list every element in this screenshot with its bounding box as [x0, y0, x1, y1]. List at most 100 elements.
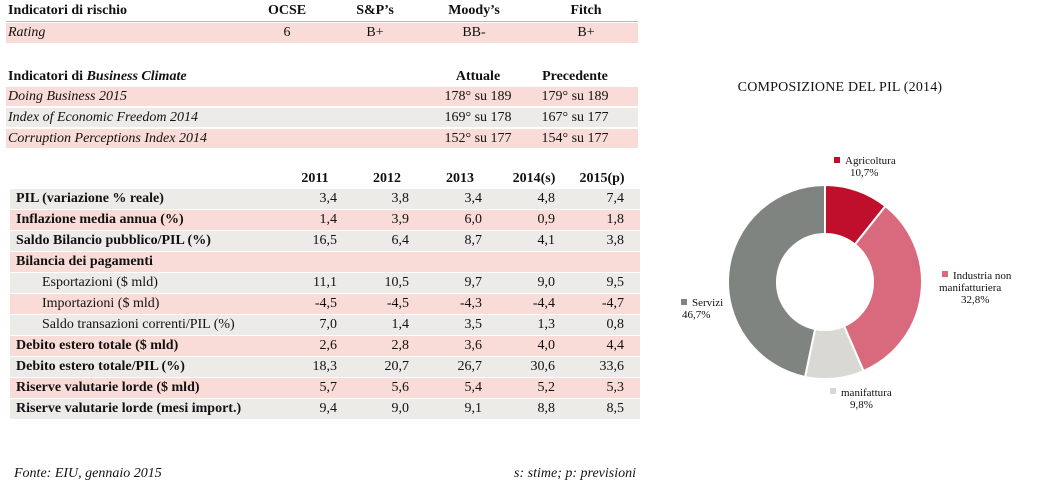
cell-value: 0,9	[537, 212, 556, 227]
cell-value: -4,7	[601, 296, 624, 311]
row-label: Debito estero totale ($ mld)	[16, 338, 179, 353]
cell-value: -4,5	[314, 296, 337, 311]
bc-row-label: Corruption Perceptions Index 2014	[8, 131, 207, 146]
cell-value: 2,8	[391, 338, 410, 353]
rating-header: Indicatori di rischio OCSE S&P’s Moody’s…	[6, 2, 638, 22]
donut-slice-servizi	[727, 183, 826, 379]
col-attuale: Attuale	[455, 69, 501, 84]
business-climate-row: Corruption Perceptions Index 2014 152° s…	[6, 129, 638, 149]
cell-value: 1,3	[537, 317, 556, 332]
legend-swatch	[834, 157, 840, 163]
chart-title: COMPOSIZIONE DEL PIL (2014)	[737, 80, 943, 95]
business-climate-title-prefix: Indicatori di	[8, 69, 87, 84]
cell-value: 5,3	[606, 380, 625, 395]
cell-value: 1,8	[606, 212, 625, 227]
business-climate-title: Indicatori di Business Climate	[8, 69, 187, 85]
cell-value: 18,3	[312, 359, 338, 374]
cell-value: 9,1	[464, 401, 483, 416]
cell-value: 8,5	[606, 401, 625, 416]
cell-value: 5,4	[464, 380, 483, 395]
cell-value: 6,0	[464, 212, 483, 227]
cell-value: 3,4	[319, 191, 338, 206]
business-climate-row: Doing Business 2015 178° su 189 179° su …	[6, 87, 638, 107]
slice-name-label: manifattura	[841, 387, 892, 399]
slice-value-label: 46,7%	[682, 309, 710, 321]
year-2013: 2013	[446, 171, 474, 186]
row-label: Importazioni ($ mld)	[42, 296, 160, 311]
cell-value: 5,6	[391, 380, 410, 395]
legend-note: s: stime; p: previsioni	[514, 466, 636, 481]
bc-row-current: 169° su 178	[444, 110, 512, 125]
cell-value: 8,8	[537, 401, 556, 416]
cell-value: 4,1	[537, 233, 556, 248]
row-label: Riserve valutarie lorde (mesi import.)	[16, 401, 242, 416]
table-row: Importazioni ($ mld) -4,5 -4,5 -4,3 -4,4 -4,7	[10, 293, 640, 314]
cell-value: 2,6	[319, 338, 338, 353]
table-row: Riserve valutarie lorde (mesi import.) 9,…	[10, 398, 640, 419]
cell-value: 11,1	[313, 275, 337, 290]
rating-row: Rating 6 B+ BB- B+	[6, 23, 638, 43]
slice-name-label: Industria non	[953, 270, 1012, 282]
cell-value: -4,4	[532, 296, 555, 311]
year-2014s: 2014(s)	[512, 171, 556, 186]
row-label: PIL (variazione % reale)	[16, 191, 164, 206]
bc-row-previous: 167° su 177	[541, 110, 609, 125]
col-sp: S&P’s	[356, 3, 394, 18]
source-note: Fonte: EIU, gennaio 2015	[14, 466, 162, 481]
cell-value: 6,4	[391, 233, 410, 248]
cell-value: 10,5	[384, 275, 410, 290]
bc-row-previous: 179° su 189	[541, 89, 609, 104]
rating-ocse-value: 6	[283, 25, 291, 40]
col-precedente: Precedente	[542, 69, 608, 84]
slice-name-label: Agricoltura	[845, 155, 896, 167]
cell-value: 4,0	[537, 338, 556, 353]
business-climate-title-italic: Business Climate	[86, 69, 187, 84]
cell-value: 9,5	[606, 275, 625, 290]
cell-value: 3,4	[464, 191, 483, 206]
cell-value: 3,5	[464, 317, 483, 332]
cell-value: 5,7	[319, 380, 338, 395]
cell-value: 9,7	[464, 275, 483, 290]
year-2011: 2011	[301, 171, 329, 186]
legend-swatch	[681, 299, 687, 305]
table-row: Debito estero totale ($ mld) 2,6 2,8 3,6 4,0…	[10, 335, 640, 356]
table-row: Esportazioni ($ mld) 11,1 10,5 9,7 9,0 9,5	[10, 272, 640, 293]
col-fitch: Fitch	[570, 3, 602, 18]
rating-fitch-value: B+	[577, 25, 595, 40]
cell-value: -4,3	[459, 296, 482, 311]
col-ocse: OCSE	[267, 3, 307, 18]
legend-swatch	[830, 388, 836, 394]
year-2015p: 2015(p)	[579, 171, 625, 186]
slice-value-label: 9,8%	[850, 399, 873, 411]
col-moodys: Moody’s	[448, 3, 500, 18]
bc-row-previous: 154° su 177	[541, 131, 609, 146]
row-label: Debito estero totale/PIL (%)	[16, 359, 185, 374]
cell-value: 1,4	[391, 317, 410, 332]
year-2012: 2012	[373, 171, 401, 186]
table-row: Bilancia dei pagamenti	[10, 251, 640, 272]
business-climate-row: Index of Economic Freedom 2014 169° su 1…	[6, 108, 638, 128]
legend-swatch	[942, 271, 948, 277]
cell-value: 3,9	[391, 212, 410, 227]
cell-value: -4,5	[386, 296, 409, 311]
table-row: Inflazione media annua (%) 1,4 3,9 6,0 0,9 1,…	[10, 209, 640, 230]
row-label: Saldo Bilancio pubblico/PIL (%)	[16, 233, 211, 248]
rating-sp-value: B+	[366, 25, 384, 40]
rating-table: Indicatori di rischio OCSE S&P’s Moody’s…	[6, 2, 638, 43]
cell-value: 5,2	[537, 380, 556, 395]
cell-value: 16,5	[312, 233, 338, 248]
table-row: Debito estero totale/PIL (%) 18,3 20,7 26,7…	[10, 356, 640, 377]
macro-indicators-table: 2011 2012 2013 2014(s) 2015(p) PIL (vari…	[10, 168, 640, 419]
cell-value: 0,8	[606, 317, 625, 332]
cell-value: 20,7	[384, 359, 410, 374]
cell-value: 30,6	[530, 359, 556, 374]
cell-value: 8,7	[464, 233, 483, 248]
slice-name-label: manifatturiera	[939, 282, 1001, 294]
business-climate-header: Indicatori di Business Climate Attuale P…	[6, 68, 638, 86]
slice-name-label: Servizi	[692, 297, 723, 309]
cell-value: 4,4	[606, 338, 625, 353]
bc-row-label: Doing Business 2015	[8, 89, 127, 104]
cell-value: 7,0	[319, 317, 338, 332]
slice-value-label: 10,7%	[850, 167, 878, 179]
